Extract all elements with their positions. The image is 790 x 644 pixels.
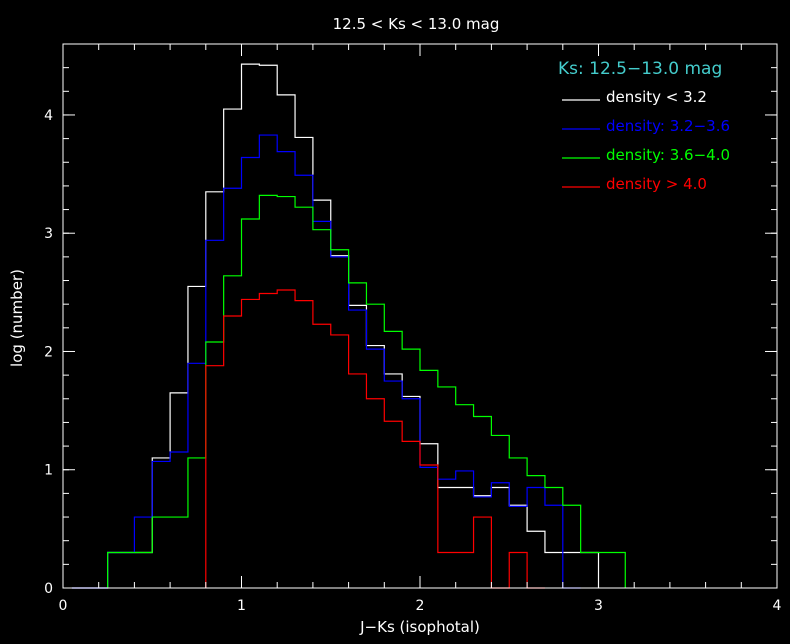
y-axis-label: log (number) xyxy=(8,269,26,367)
histogram-series-4 xyxy=(205,289,545,589)
x-tick-label: 0 xyxy=(59,598,68,614)
y-tick-label: 3 xyxy=(44,226,53,242)
legend-entry: density < 3.2 xyxy=(606,88,707,106)
y-tick-label: 1 xyxy=(44,463,53,479)
x-tick-label: 2 xyxy=(416,598,425,614)
histogram-series-3 xyxy=(107,194,626,588)
legend-entry: density: 3.6−4.0 xyxy=(606,146,730,164)
chart-title: 12.5 < Ks < 13.0 mag xyxy=(333,15,500,33)
legend-entry: density: 3.2−3.6 xyxy=(606,117,730,135)
y-tick-label: 2 xyxy=(44,344,53,360)
legend: Ks: 12.5−13.0 mag density < 3.2 density: … xyxy=(558,59,730,193)
x-tick-label: 3 xyxy=(594,598,603,614)
histogram-series-2 xyxy=(71,134,581,589)
legend-title: Ks: 12.5−13.0 mag xyxy=(558,59,722,79)
x-axis-label: J−Ks (isophotal) xyxy=(359,618,480,636)
series-group xyxy=(71,63,626,589)
y-tick-label: 4 xyxy=(44,108,53,124)
x-tick-label: 1 xyxy=(237,598,246,614)
axis-ticks: 0 1 2 3 4 0 1 2 3 4 xyxy=(44,43,782,614)
histogram-series-1 xyxy=(71,63,600,589)
y-tick-label: 0 xyxy=(44,581,53,597)
legend-entry: density > 4.0 xyxy=(606,175,707,193)
x-tick-label: 4 xyxy=(773,598,782,614)
